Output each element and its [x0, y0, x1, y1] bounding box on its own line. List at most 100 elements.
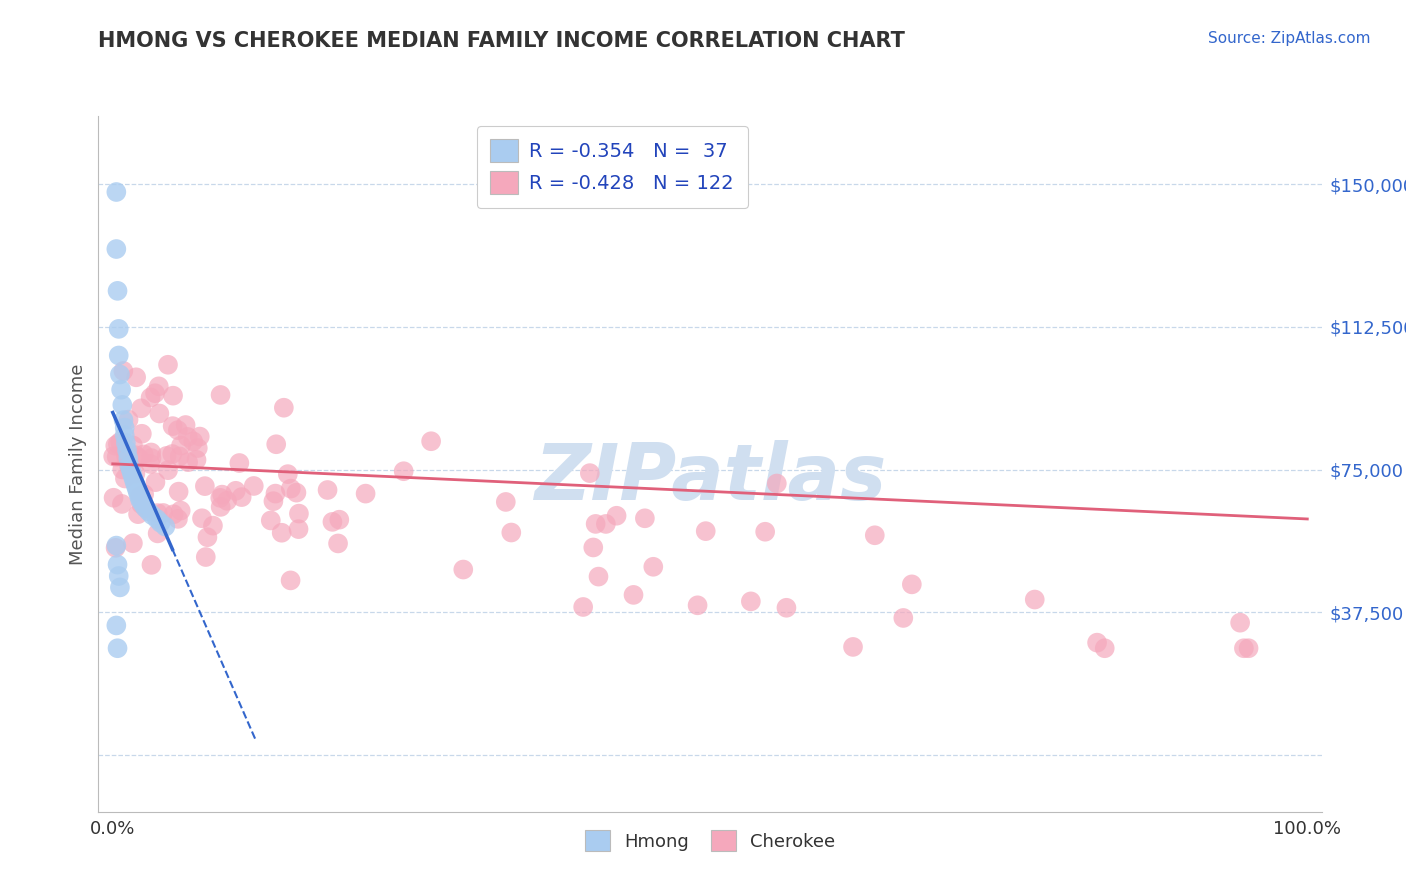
- Point: [188, 429, 211, 443]
- Point: [108, 581, 131, 595]
- Point: [176, 430, 198, 444]
- Point: [134, 500, 156, 515]
- Text: Source: ZipAtlas.com: Source: ZipAtlas.com: [1208, 31, 1371, 46]
- Point: [107, 641, 129, 656]
- Point: [262, 494, 284, 508]
- Point: [156, 358, 179, 372]
- Point: [111, 497, 134, 511]
- Point: [146, 512, 169, 526]
- Point: [127, 507, 149, 521]
- Point: [124, 477, 146, 491]
- Point: [695, 524, 717, 538]
- Point: [117, 451, 139, 466]
- Point: [105, 618, 128, 632]
- Point: [264, 486, 287, 500]
- Point: [1233, 641, 1256, 656]
- Point: [122, 438, 145, 452]
- Point: [121, 467, 143, 481]
- Point: [110, 383, 132, 397]
- Point: [125, 482, 148, 496]
- Point: [157, 463, 180, 477]
- Point: [495, 495, 517, 509]
- Point: [141, 445, 163, 459]
- Point: [273, 401, 295, 415]
- Point: [174, 417, 197, 432]
- Point: [131, 497, 153, 511]
- Point: [148, 407, 170, 421]
- Point: [187, 441, 209, 455]
- Point: [901, 577, 924, 591]
- Point: [118, 458, 141, 473]
- Point: [107, 349, 129, 363]
- Point: [1237, 641, 1260, 656]
- Point: [167, 484, 190, 499]
- Point: [623, 588, 645, 602]
- Point: [122, 470, 145, 484]
- Point: [135, 501, 157, 516]
- Point: [125, 370, 148, 384]
- Point: [186, 452, 208, 467]
- Point: [101, 450, 124, 464]
- Point: [842, 640, 865, 654]
- Point: [141, 451, 163, 466]
- Point: [1229, 615, 1251, 630]
- Point: [108, 434, 131, 449]
- Point: [209, 491, 232, 505]
- Point: [280, 574, 302, 588]
- Point: [105, 185, 128, 199]
- Point: [260, 513, 283, 527]
- Point: [105, 450, 128, 464]
- Point: [115, 443, 138, 458]
- Point: [149, 516, 172, 530]
- Point: [316, 483, 339, 497]
- Point: [595, 516, 617, 531]
- Point: [167, 512, 190, 526]
- Point: [115, 450, 138, 464]
- Point: [572, 599, 595, 614]
- Point: [285, 485, 308, 500]
- Point: [228, 456, 250, 470]
- Point: [201, 518, 224, 533]
- Point: [114, 421, 136, 435]
- Point: [122, 474, 145, 488]
- Point: [197, 530, 219, 544]
- Point: [775, 600, 797, 615]
- Point: [209, 500, 232, 514]
- Point: [585, 516, 607, 531]
- Point: [765, 476, 787, 491]
- Point: [326, 536, 349, 550]
- Point: [124, 448, 146, 462]
- Point: [105, 242, 128, 256]
- Point: [582, 541, 605, 555]
- Text: HMONG VS CHEROKEE MEDIAN FAMILY INCOME CORRELATION CHART: HMONG VS CHEROKEE MEDIAN FAMILY INCOME C…: [98, 31, 905, 51]
- Point: [740, 594, 762, 608]
- Point: [177, 455, 200, 469]
- Point: [141, 508, 163, 523]
- Point: [134, 487, 156, 501]
- Point: [152, 506, 174, 520]
- Point: [105, 539, 128, 553]
- Point: [217, 493, 239, 508]
- Point: [162, 389, 184, 403]
- Point: [420, 434, 443, 449]
- Point: [891, 611, 914, 625]
- Point: [501, 525, 523, 540]
- Point: [146, 526, 169, 541]
- Point: [129, 401, 152, 416]
- Point: [124, 467, 146, 481]
- Point: [143, 386, 166, 401]
- Point: [231, 490, 253, 504]
- Point: [1024, 592, 1046, 607]
- Point: [129, 489, 152, 503]
- Point: [451, 562, 474, 576]
- Point: [112, 413, 135, 427]
- Point: [112, 364, 135, 378]
- Point: [287, 522, 309, 536]
- Point: [122, 536, 145, 550]
- Point: [170, 503, 193, 517]
- Text: ZIPatlas: ZIPatlas: [534, 440, 886, 516]
- Point: [132, 447, 155, 461]
- Point: [129, 497, 152, 511]
- Point: [138, 504, 160, 518]
- Point: [328, 513, 350, 527]
